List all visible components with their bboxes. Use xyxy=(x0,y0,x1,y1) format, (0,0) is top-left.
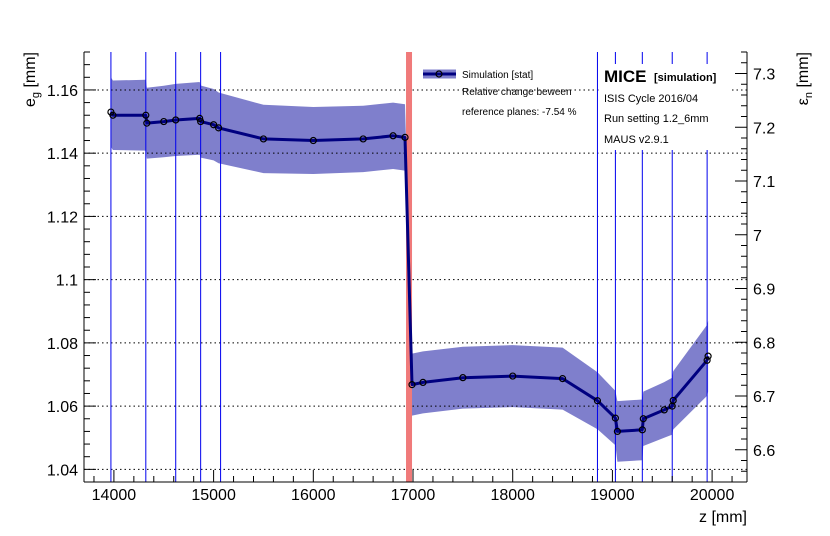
data-point-9 xyxy=(214,124,223,132)
info-line-2: Run setting 1.2_6mm xyxy=(604,113,709,125)
labels-layer: 14000 15000 16000 17000 18000 19000 20000 1.04 1… xyxy=(22,52,815,526)
y-right-tick-label-4: 7 xyxy=(753,228,762,245)
x-tick-label-3: 17000 xyxy=(391,487,436,504)
y-right-tick-label-6: 7.2 xyxy=(753,120,775,137)
data-point-27 xyxy=(669,396,677,405)
y-left-tick-label-6: 1.16 xyxy=(47,83,78,100)
y-left-tick-label-0: 1.04 xyxy=(47,462,78,479)
legend-label: Simulation [stat] xyxy=(462,70,533,81)
data-point-17 xyxy=(459,374,467,382)
data-point-22 xyxy=(613,427,621,436)
data-point-11 xyxy=(309,136,317,145)
data-point-13 xyxy=(389,132,397,140)
legend: Simulation [stat] Relative change beween… xyxy=(423,69,577,118)
data-point-5 xyxy=(172,116,180,124)
mice-label: MICE xyxy=(604,67,647,86)
x-tick-label-0: 14000 xyxy=(92,487,137,504)
annotation-line-2: reference planes: -7.54 % xyxy=(462,107,577,118)
annotation-line-1: Relative change beween xyxy=(462,87,572,98)
mice-sublabel: [simulation] xyxy=(654,72,717,84)
info-line-3: MAUS v2.9.1 xyxy=(604,134,669,146)
x-axis-title: z [mm] xyxy=(699,509,747,526)
x-tick-label-5: 19000 xyxy=(590,487,635,504)
y-right-tick-label-3: 6.9 xyxy=(753,282,775,299)
data-point-6 xyxy=(196,114,204,122)
x-tick-label-2: 16000 xyxy=(291,487,336,504)
data-point-29 xyxy=(704,352,712,360)
data-point-19 xyxy=(558,375,567,383)
data-point-20 xyxy=(593,397,602,405)
info-box: MICE [simulation] ISIS Cycle 2016/04 Run… xyxy=(599,64,729,150)
data-point-16 xyxy=(419,378,427,387)
y-left-tick-label-4: 1.12 xyxy=(47,209,78,226)
y-right-tick-label-7: 7.3 xyxy=(753,67,775,84)
series-points-layer xyxy=(107,108,712,436)
info-box-background xyxy=(599,64,729,150)
y-left-tick-label-1: 1.06 xyxy=(47,399,78,416)
data-point-1 xyxy=(109,111,117,119)
data-point-15 xyxy=(408,381,416,389)
y-right-tick-label-2: 6.8 xyxy=(753,335,775,352)
data-point-10 xyxy=(259,135,268,143)
y-right-axis-title: εn [mm] xyxy=(795,52,815,105)
data-point-3 xyxy=(143,119,151,127)
data-point-14 xyxy=(401,133,409,141)
data-point-25 xyxy=(660,406,668,414)
y-left-tick-label-5: 1.14 xyxy=(47,146,78,163)
data-point-28 xyxy=(703,356,711,364)
y-left-axis-title: eg [mm] xyxy=(22,52,42,107)
data-point-18 xyxy=(509,372,517,380)
info-line-1: ISIS Cycle 2016/04 xyxy=(604,93,698,105)
series-line xyxy=(109,111,710,433)
y-right-tick-label-5: 7.1 xyxy=(753,174,775,191)
y-left-tick-label-2: 1.08 xyxy=(47,336,78,353)
x-tick-label-1: 15000 xyxy=(191,487,236,504)
x-tick-label-4: 18000 xyxy=(490,487,535,504)
axes-layer xyxy=(83,51,748,483)
data-point-8 xyxy=(210,121,218,129)
series-line-layer xyxy=(109,111,710,433)
y-right-tick-label-0: 6.6 xyxy=(753,443,775,460)
data-point-23 xyxy=(638,426,646,434)
data-point-2 xyxy=(142,111,150,119)
data-point-7 xyxy=(197,117,205,126)
data-point-4 xyxy=(160,117,168,126)
data-point-24 xyxy=(639,415,647,423)
legend-marker xyxy=(435,70,443,78)
y-right-tick-label-1: 6.7 xyxy=(753,389,775,406)
x-tick-label-6: 20000 xyxy=(690,487,735,504)
y-left-tick-label-3: 1.1 xyxy=(56,273,78,290)
data-point-21 xyxy=(611,414,619,422)
data-point-12 xyxy=(359,135,367,143)
